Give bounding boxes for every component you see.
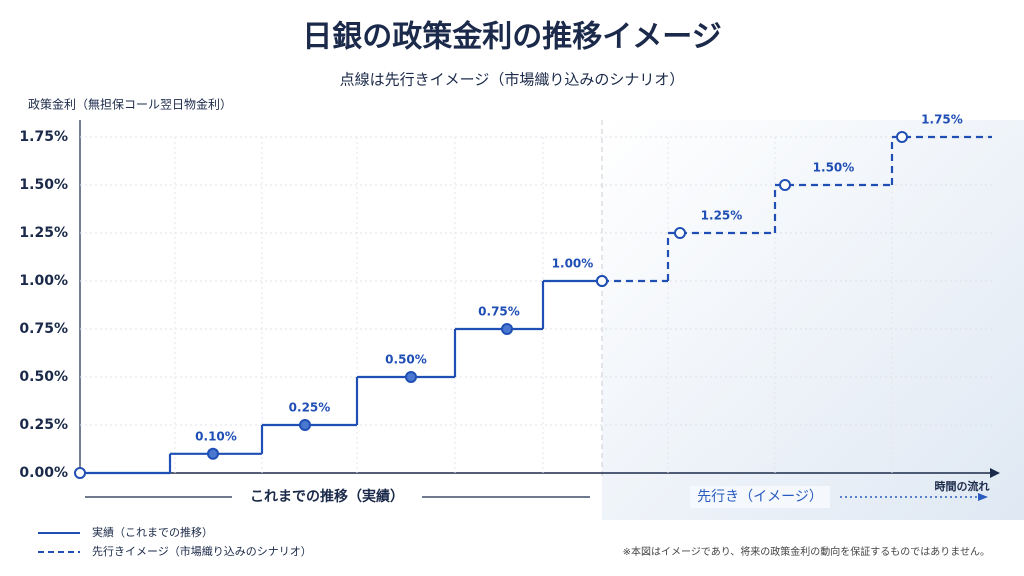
marker [74,467,86,479]
label-bg [690,486,830,508]
y-tick-label: 0.75% [19,321,68,337]
data-label: 0.25% [289,401,331,415]
marker [596,275,608,287]
legend-label: 実績（これまでの推移） [92,525,213,539]
data-label: 1.00% [552,257,594,271]
chart-title: 日銀の政策金利の推移イメージ [302,20,721,55]
marker [674,227,686,239]
past-label: これまでの推移（実績） [250,488,404,505]
chart-subtitle: 点線は先行きイメージ（市場織り込みのシナリオ） [340,71,685,89]
y-tick-label: 0.25% [19,417,68,433]
footnote: ※本図はイメージであり、将来の政策金利の動向を保証するものではありません。 [623,545,990,558]
marker [501,323,513,335]
label-bg [232,486,422,508]
data-label: 0.75% [478,305,520,319]
x-axis-arrow [990,468,1000,478]
data-label: 1.25% [701,209,743,223]
marker [207,447,219,460]
y-tick-label: 1.00% [19,273,68,289]
data-label: 0.10% [195,429,237,443]
future-background [602,120,1024,520]
data-label: 1.75% [921,113,963,127]
y-tick-label: 0.00% [19,465,68,481]
y-axis-label: 政策金利（無担保コール翌日物金利） [28,97,232,112]
y-tick-label: 1.25% [19,225,68,241]
data-label: 1.50% [813,161,855,175]
data-label: 0.50% [385,353,427,367]
y-tick-label: 1.50% [19,177,68,193]
y-tick-label: 1.75% [19,129,68,145]
marker [405,371,417,383]
marker [779,179,791,191]
marker [299,419,311,431]
y-tick-label: 0.50% [19,369,68,385]
x-axis-label: 時間の流れ [935,479,990,493]
future-label: 先行き（イメージ） [697,489,823,505]
legend-label: 先行きイメージ（市場織り込みのシナリオ） [92,544,312,558]
future-arrow [978,493,988,501]
marker [896,131,908,143]
